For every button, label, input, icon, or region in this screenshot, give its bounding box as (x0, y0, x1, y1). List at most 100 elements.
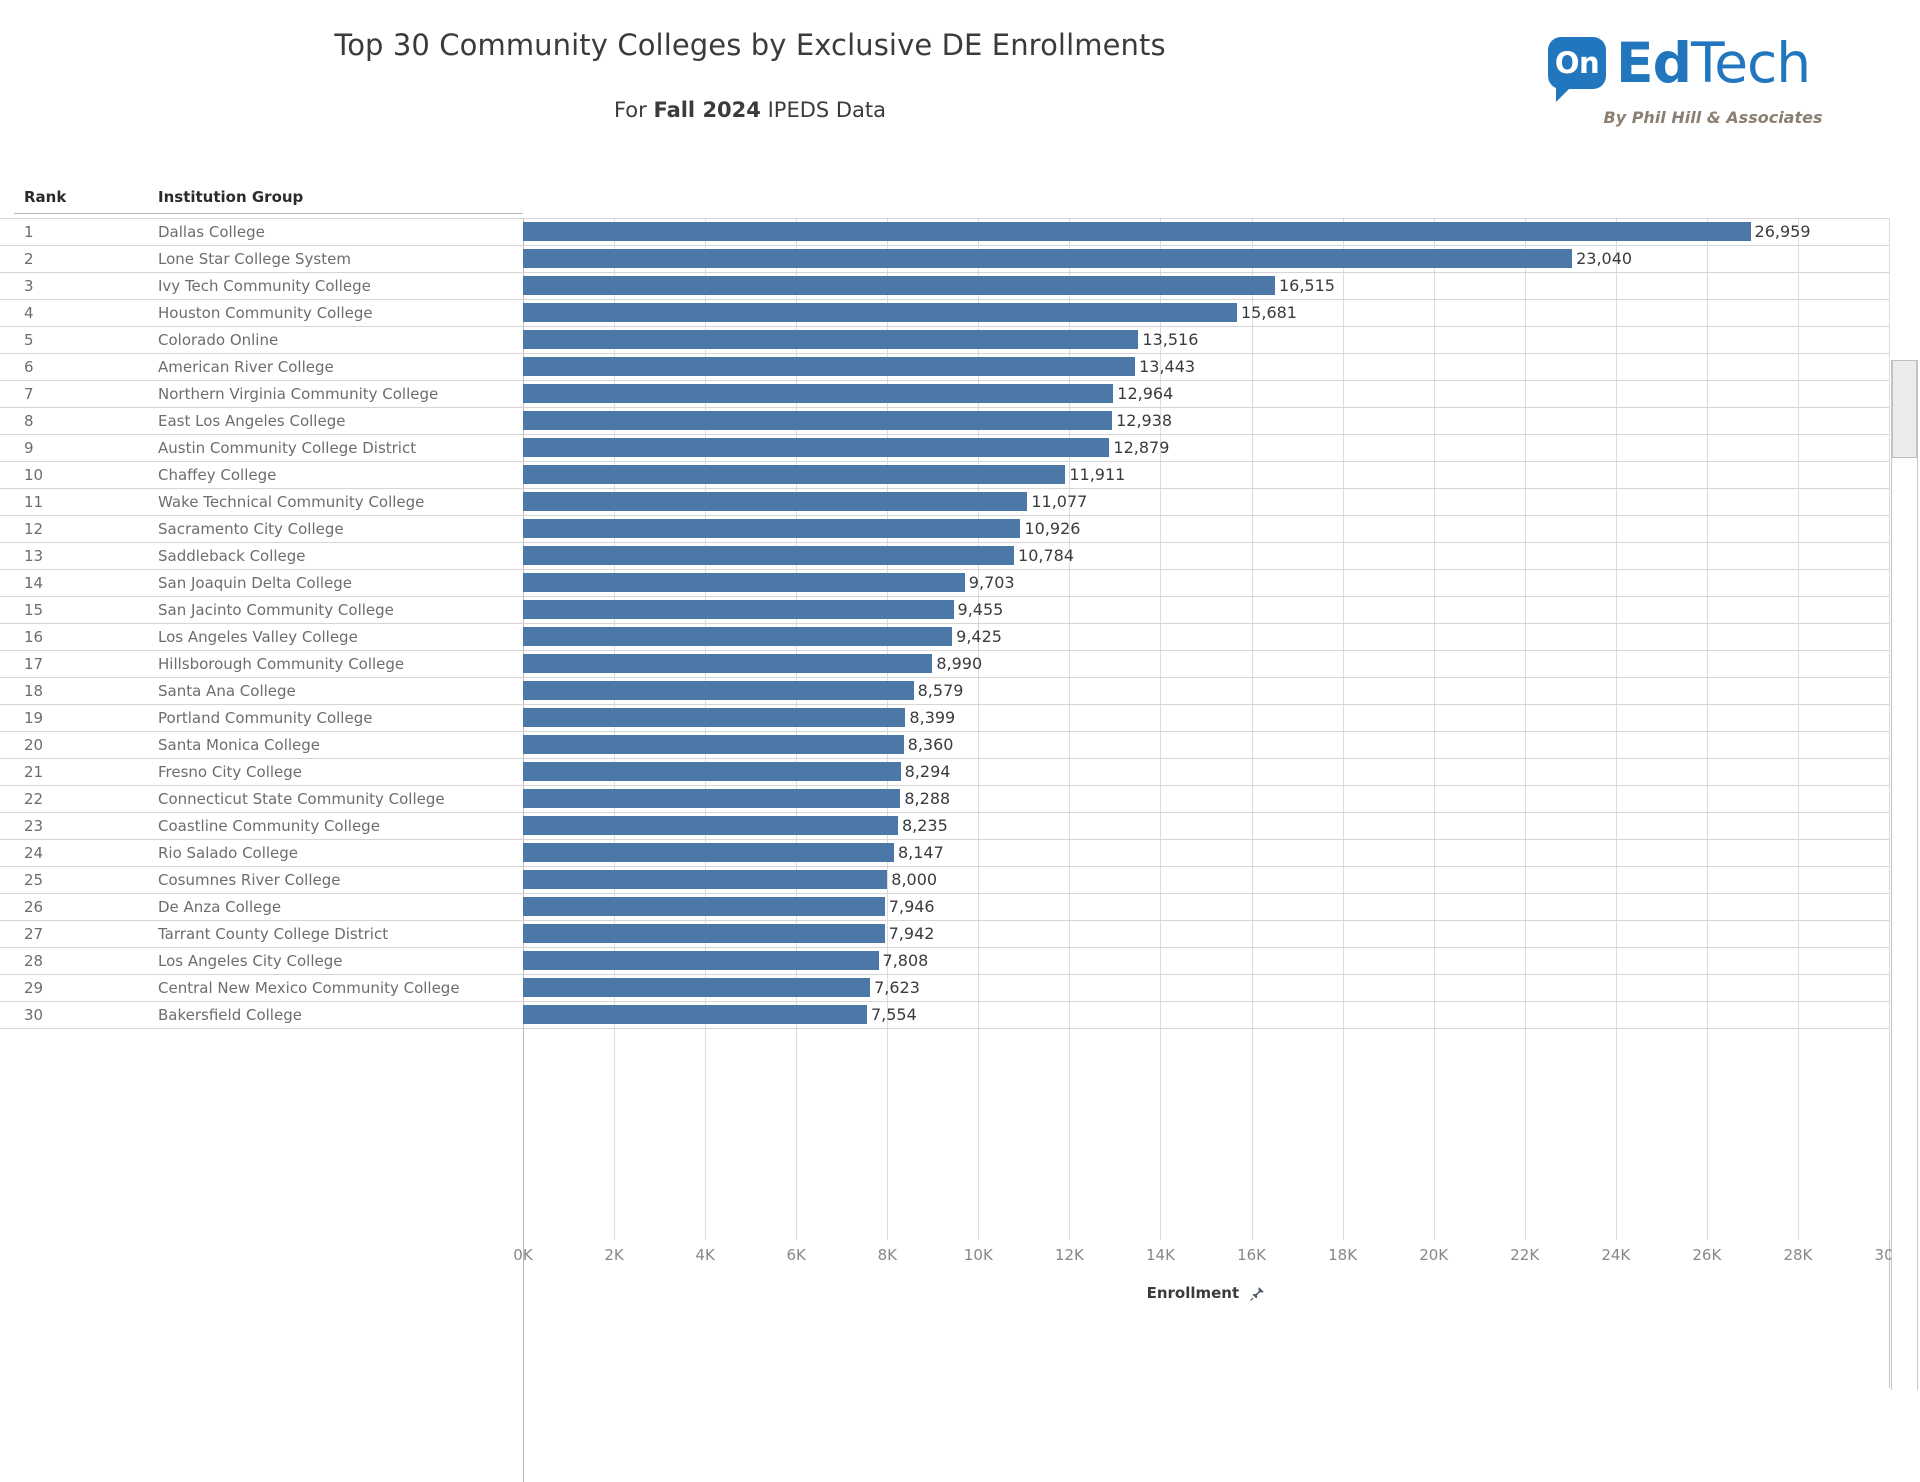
table-row[interactable]: 3 Ivy Tech Community College 16,515 (0, 273, 1889, 300)
bar[interactable] (523, 762, 901, 781)
row-rank: 24 (24, 844, 44, 862)
bar[interactable] (523, 924, 885, 943)
table-row[interactable]: 28 Los Angeles City College 7,808 (0, 948, 1889, 975)
row-bar-cell: 8,294 (523, 759, 1889, 785)
bar-value-label: 11,911 (1069, 465, 1126, 484)
table-row[interactable]: 20 Santa Monica College 8,360 (0, 732, 1889, 759)
table-row[interactable]: 5 Colorado Online 13,516 (0, 327, 1889, 354)
bar[interactable] (523, 303, 1237, 322)
table-row[interactable]: 17 Hillsborough Community College 8,990 (0, 651, 1889, 678)
pane-divider-right (1889, 338, 1890, 1388)
bar[interactable] (523, 627, 953, 646)
bar[interactable] (523, 492, 1028, 511)
table-row[interactable]: 22 Connecticut State Community College 8,2… (0, 786, 1889, 813)
table-row[interactable]: 19 Portland Community College 8,399 (0, 705, 1889, 732)
bar[interactable] (523, 357, 1136, 376)
table-row[interactable]: 15 San Jacinto Community College 9,455 (0, 597, 1889, 624)
table-row[interactable]: 18 Santa Ana College 8,579 (0, 678, 1889, 705)
bar[interactable] (523, 735, 904, 754)
bar[interactable] (523, 897, 885, 916)
bar[interactable] (523, 438, 1110, 457)
table-row[interactable]: 24 Rio Salado College 8,147 (0, 840, 1889, 867)
bar[interactable] (523, 789, 901, 808)
bar[interactable] (523, 411, 1113, 430)
table-row[interactable]: 7 Northern Virginia Community College 12,9… (0, 381, 1889, 408)
row-bar-cell: 7,946 (523, 894, 1889, 920)
bar[interactable] (523, 708, 906, 727)
table-row[interactable]: 14 San Joaquin Delta College 9,703 (0, 570, 1889, 597)
row-bar-cell: 9,703 (523, 570, 1889, 596)
bar[interactable] (523, 681, 914, 700)
row-bar-cell: 12,964 (523, 381, 1889, 407)
vertical-scrollbar[interactable] (1891, 360, 1918, 1390)
pushpin-icon[interactable] (1250, 1286, 1265, 1305)
bar[interactable] (523, 951, 879, 970)
table-row[interactable]: 1 Dallas College 26,959 (0, 218, 1889, 246)
table-row[interactable]: 21 Fresno City College 8,294 (0, 759, 1889, 786)
table-row[interactable]: 30 Bakersfield College 7,554 (0, 1002, 1889, 1029)
chart-rows: 1 Dallas College 26,959 2 Lone Star College … (0, 218, 1889, 1029)
logo-word-ed: Ed (1616, 30, 1692, 95)
table-row[interactable]: 10 Chaffey College 11,911 (0, 462, 1889, 489)
table-row[interactable]: 27 Tarrant County College District 7,942 (0, 921, 1889, 948)
bar[interactable] (523, 600, 954, 619)
bar[interactable] (523, 222, 1751, 241)
table-row[interactable]: 11 Wake Technical Community College 11,077 (0, 489, 1889, 516)
row-rank: 17 (24, 655, 44, 673)
row-institution-name: Austin Community College District (158, 439, 417, 457)
table-row[interactable]: 16 Los Angeles Valley College 9,425 (0, 624, 1889, 651)
table-row[interactable]: 6 American River College 13,443 (0, 354, 1889, 381)
bar[interactable] (523, 384, 1114, 403)
table-row[interactable]: 4 Houston Community College 15,681 (0, 300, 1889, 327)
bar-value-label: 11,077 (1031, 492, 1088, 511)
table-column-headers: Rank Institution Group (0, 180, 523, 216)
row-rank: 4 (24, 304, 34, 322)
row-rank: 12 (24, 520, 44, 538)
bar-value-label: 23,040 (1576, 249, 1633, 268)
bar-value-label: 8,399 (909, 708, 956, 727)
bar[interactable] (523, 276, 1275, 295)
bar-value-label: 8,288 (904, 789, 951, 808)
row-rank: 7 (24, 385, 34, 403)
row-institution-name: Los Angeles City College (158, 952, 343, 970)
table-row[interactable]: 23 Coastline Community College 8,235 (0, 813, 1889, 840)
row-rank: 18 (24, 682, 44, 700)
row-bar-cell: 15,681 (523, 300, 1889, 326)
bar[interactable] (523, 654, 933, 673)
bar[interactable] (523, 573, 965, 592)
bar[interactable] (523, 249, 1573, 268)
row-institution-name: Sacramento City College (158, 520, 344, 538)
x-axis: Enrollment 0K 2K 4K 6K 8K 10K 12K 14K 16K 18K 20K 2… (513, 1240, 1903, 1314)
table-row[interactable]: 25 Cosumnes River College 8,000 (0, 867, 1889, 894)
bar[interactable] (523, 465, 1066, 484)
bar[interactable] (523, 330, 1139, 349)
table-row[interactable]: 26 De Anza College 7,946 (0, 894, 1889, 921)
row-bar-cell: 8,579 (523, 678, 1889, 704)
bar[interactable] (523, 978, 871, 997)
table-row[interactable]: 9 Austin Community College District 12,879 (0, 435, 1889, 462)
bar[interactable] (523, 1005, 867, 1024)
row-institution-name: Rio Salado College (158, 844, 299, 862)
bar[interactable] (523, 519, 1021, 538)
row-bar-cell: 13,443 (523, 354, 1889, 380)
row-institution-name: Dallas College (158, 223, 265, 241)
bar[interactable] (523, 546, 1015, 565)
bar[interactable] (523, 843, 894, 862)
x-axis-tick-label: 16K (1237, 1246, 1266, 1264)
bar-value-label: 26,959 (1754, 222, 1811, 241)
bar[interactable] (523, 816, 898, 835)
bar[interactable] (523, 870, 888, 889)
row-bar-cell: 10,926 (523, 516, 1889, 542)
row-rank: 8 (24, 412, 34, 430)
row-rank: 1 (24, 223, 34, 241)
table-row[interactable]: 12 Sacramento City College 10,926 (0, 516, 1889, 543)
bar-value-label: 8,360 (907, 735, 954, 754)
scrollbar-thumb[interactable] (1892, 360, 1917, 458)
row-institution-name: Northern Virginia Community College (158, 385, 439, 403)
table-row[interactable]: 8 East Los Angeles College 12,938 (0, 408, 1889, 435)
row-bar-cell: 12,879 (523, 435, 1889, 461)
table-row[interactable]: 2 Lone Star College System 23,040 (0, 246, 1889, 273)
table-row[interactable]: 29 Central New Mexico Community College 7,… (0, 975, 1889, 1002)
x-axis-tick-label: 20K (1419, 1246, 1449, 1264)
table-row[interactable]: 13 Saddleback College 10,784 (0, 543, 1889, 570)
